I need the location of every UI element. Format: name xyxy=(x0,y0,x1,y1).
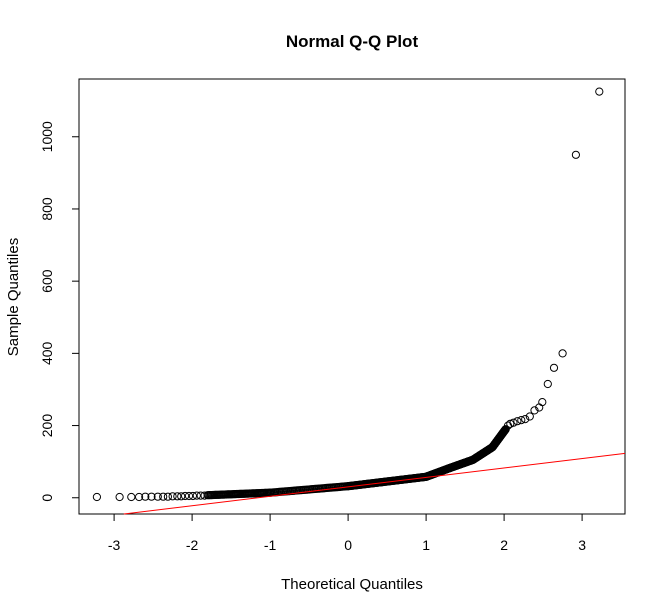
y-axis: 0 200 400 600 800 1000 xyxy=(39,121,80,502)
data-point xyxy=(571,150,581,159)
data-point xyxy=(521,415,530,424)
data-point xyxy=(173,492,182,501)
y-tick-label: 800 xyxy=(39,197,55,221)
y-tick-label: 400 xyxy=(39,341,55,365)
data-point xyxy=(530,406,539,415)
plot-frame xyxy=(78,78,626,515)
reference-line xyxy=(123,452,626,515)
data-point xyxy=(159,492,168,501)
reference-line-layer xyxy=(123,452,626,515)
chart-title: Normal Q-Q Plot xyxy=(286,32,419,51)
data-point xyxy=(558,349,567,358)
x-tick-label: 1 xyxy=(422,537,430,553)
data-point xyxy=(517,416,526,425)
data-point xyxy=(549,363,559,372)
data-point xyxy=(135,492,144,502)
data-point xyxy=(163,492,172,501)
x-tick-label: -1 xyxy=(264,537,277,553)
x-axis: -3 -2 -1 0 1 2 3 xyxy=(108,513,586,553)
data-point xyxy=(525,412,534,421)
data-point xyxy=(184,491,194,501)
x-tick-label: 3 xyxy=(578,537,586,553)
data-point xyxy=(141,492,150,501)
x-axis-label: Theoretical Quantiles xyxy=(281,576,423,593)
data-point xyxy=(177,492,186,501)
data-point xyxy=(509,418,518,427)
x-tick-label: -3 xyxy=(108,537,121,553)
data-point xyxy=(192,491,201,500)
data-point xyxy=(168,492,177,501)
y-tick-label: 1000 xyxy=(39,121,55,152)
data-point xyxy=(92,492,102,502)
y-axis-label: Sample Quantiles xyxy=(5,238,22,356)
points-layer xyxy=(92,87,604,502)
data-point xyxy=(115,492,124,502)
y-tick-label: 200 xyxy=(39,414,55,438)
data-point xyxy=(181,491,190,501)
data-point xyxy=(188,491,197,501)
data-point xyxy=(153,492,162,501)
x-tick-label: 2 xyxy=(500,537,508,553)
data-point xyxy=(543,379,552,389)
x-tick-label: -2 xyxy=(186,537,199,553)
data-point xyxy=(513,417,522,426)
data-point xyxy=(595,87,604,96)
data-point xyxy=(538,398,547,407)
y-tick-label: 600 xyxy=(39,269,55,293)
data-point xyxy=(501,425,510,434)
x-tick-label: 0 xyxy=(344,537,352,553)
data-point xyxy=(127,492,136,502)
y-tick-label: 0 xyxy=(39,494,55,502)
data-point xyxy=(147,492,156,501)
